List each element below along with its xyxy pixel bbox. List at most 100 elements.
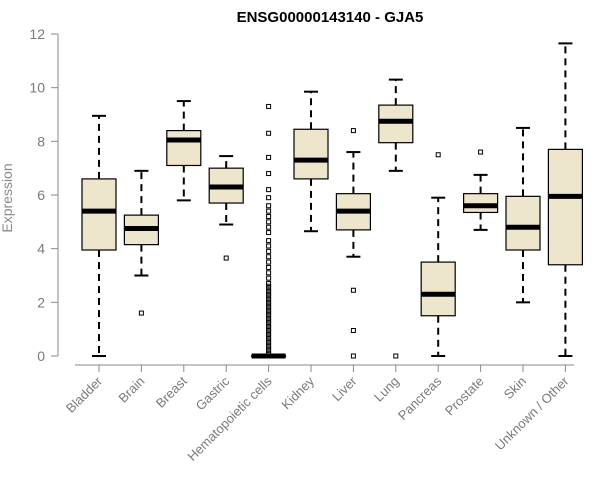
outlier-point — [266, 286, 272, 292]
box-group — [505, 126, 541, 304]
outlier-point — [266, 187, 272, 193]
x-tick-label: Bladder — [63, 373, 106, 416]
outlier-point — [266, 334, 272, 340]
outlier-point — [266, 283, 272, 289]
x-tick-label: Lung — [371, 374, 402, 405]
box-group — [463, 149, 499, 231]
outlier-point — [266, 342, 272, 348]
y-tick-label: 12 — [29, 26, 45, 42]
x-tick-label: Prostate — [442, 374, 487, 419]
box-group — [208, 155, 244, 261]
outlier-point — [266, 281, 272, 287]
outlier-point — [266, 305, 272, 311]
outlier-point — [266, 318, 272, 324]
y-tick-label: 8 — [37, 133, 45, 149]
box-group — [166, 100, 202, 202]
outlier-point — [266, 243, 272, 249]
box-group — [547, 42, 584, 357]
x-tick-label: Breast — [153, 373, 190, 410]
outlier-point — [350, 128, 356, 134]
y-tick-label: 4 — [37, 241, 45, 257]
outlier-point — [266, 294, 272, 300]
outlier-point — [350, 287, 356, 293]
outlier-point — [266, 289, 272, 295]
x-tick-label: Unknown / Other — [492, 373, 572, 453]
outlier-point — [266, 213, 272, 219]
outlier-point — [350, 328, 356, 334]
y-ticks: 0 2 4 6 8 10 12 — [29, 26, 58, 364]
outlier-point — [266, 313, 272, 319]
outlier-point — [350, 353, 356, 359]
outlier-point — [266, 302, 272, 308]
outlier-point — [266, 323, 272, 329]
x-tick-label: Brain — [115, 374, 147, 406]
outlier-point — [266, 248, 272, 254]
x-tick-label: Pancreas — [395, 373, 445, 423]
outlier-point — [266, 254, 272, 260]
outlier-point — [266, 224, 272, 230]
outlier-point — [266, 332, 272, 338]
outlier-point — [266, 297, 272, 303]
box-group — [81, 114, 117, 357]
y-axis-label: Expression — [0, 163, 15, 232]
outlier-point — [266, 321, 272, 327]
outlier-point — [478, 149, 484, 155]
box-group — [335, 128, 371, 359]
outlier-point — [266, 350, 272, 356]
outlier-point — [266, 130, 272, 136]
box-iqr — [166, 130, 202, 167]
outlier-point — [266, 326, 272, 332]
outlier-point — [266, 315, 272, 321]
x-tick-label: Liver — [329, 373, 360, 404]
outlier-point — [266, 340, 272, 346]
outlier-point — [266, 299, 272, 305]
outlier-point — [266, 307, 272, 313]
boxes — [81, 42, 584, 359]
outlier-point — [266, 329, 272, 335]
box-iqr — [378, 104, 414, 144]
outlier-point — [266, 103, 272, 109]
outlier-point — [266, 345, 272, 351]
chart-title: ENSG00000143140 - GJA5 — [237, 9, 424, 26]
outlier-point — [223, 255, 229, 261]
box-iqr — [547, 148, 584, 266]
box-iqr — [463, 193, 499, 214]
box-iqr — [420, 261, 456, 317]
outlier-point — [266, 275, 272, 281]
y-tick-label: 2 — [37, 294, 45, 310]
y-tick-label: 0 — [37, 348, 45, 364]
outlier-point — [266, 154, 272, 160]
x-tick-label: Gastric — [193, 373, 233, 413]
outlier-point — [266, 195, 272, 201]
box-group — [293, 90, 329, 233]
outlier-point — [266, 208, 272, 214]
outlier-point — [266, 219, 272, 225]
outlier-point — [266, 171, 272, 177]
outlier-point — [266, 264, 272, 270]
box-group — [420, 152, 456, 357]
outlier-point — [266, 270, 272, 276]
box-iqr — [81, 178, 117, 251]
outlier-point — [266, 291, 272, 297]
outlier-point — [266, 348, 272, 354]
outlier-point — [266, 238, 272, 244]
box-group — [251, 103, 287, 359]
box-iqr — [505, 195, 541, 251]
box-group — [123, 169, 160, 316]
outlier-point — [393, 353, 399, 359]
outlier-point — [266, 230, 272, 236]
outlier-point — [266, 337, 272, 343]
x-tick-label: Skin — [501, 374, 529, 402]
outlier-point — [266, 203, 272, 209]
x-tick-label: Hematopoietic cells — [184, 373, 275, 464]
y-tick-label: 10 — [29, 80, 45, 96]
outlier-point — [266, 259, 272, 265]
outlier-point — [435, 152, 441, 158]
y-tick-label: 6 — [37, 187, 45, 203]
outlier-point — [138, 310, 144, 316]
box-group — [378, 78, 414, 359]
x-tick-label: Kidney — [278, 373, 317, 412]
outlier-point — [266, 310, 272, 316]
